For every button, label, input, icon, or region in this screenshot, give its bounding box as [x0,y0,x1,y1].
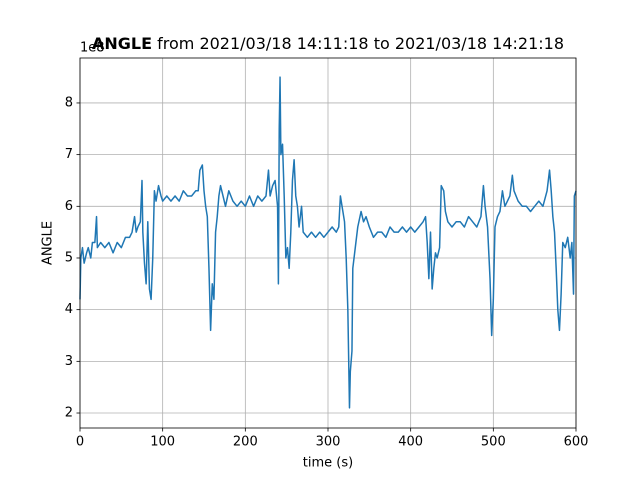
x-tick-label: 600 [564,435,589,450]
y-offset-label: 1e8 [80,41,105,56]
plot [79,76,577,409]
title-rest: from 2021/03/18 14:11:18 to 2021/03/18 1… [152,34,564,53]
x-tick-label: 500 [481,435,506,450]
chart-title: ANGLE from 2021/03/18 14:11:18 to 2021/0… [92,34,564,53]
y-tick-label: 4 [65,302,73,317]
y-tick-label: 3 [65,354,73,369]
y-tick-label: 7 [65,147,73,162]
ticks: 0 100 200 300 400 500 600 2 3 4 5 6 7 8 [65,95,589,449]
grid [79,58,577,428]
data-line [79,76,577,409]
x-tick-label: 200 [233,435,258,450]
y-axis-label: ANGLE [41,221,56,265]
y-tick-label: 2 [65,406,73,421]
x-tick-label: 400 [398,435,423,450]
title-bold: ANGLE [92,34,152,53]
y-tick-label: 8 [65,95,73,110]
x-tick-label: 0 [76,435,84,450]
y-tick-label: 6 [65,199,73,214]
y-tick-label: 5 [65,250,73,265]
x-tick-label: 300 [316,435,341,450]
x-tick-label: 100 [150,435,175,450]
x-axis-label: time (s) [303,456,353,471]
